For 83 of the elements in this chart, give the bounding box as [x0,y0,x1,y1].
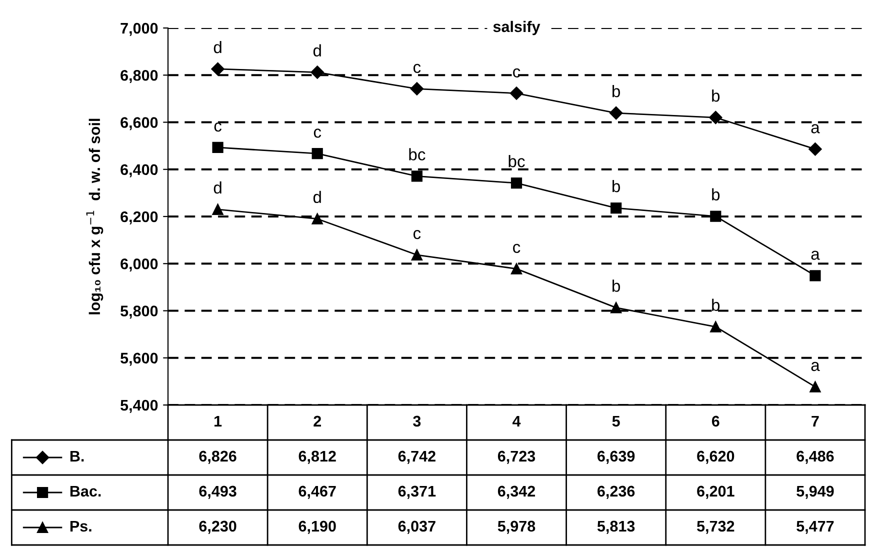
point [312,213,323,224]
annotation: bc [409,148,426,160]
point [610,202,622,214]
chart-title: salsify [493,20,540,36]
point [710,210,722,222]
y-tick-label: 6,800 [120,70,158,84]
data-label: 5,978 [498,520,536,534]
data-label: 6,493 [199,486,236,499]
annotation: a [811,250,820,260]
y-tick-label: 5,600 [120,352,158,366]
annotation: c [413,230,421,240]
y-tick-label: 6,600 [120,117,158,130]
data-label: 5,732 [697,520,734,534]
point [510,86,524,100]
annotation: c [513,244,520,254]
x-tick-label: 2 [314,416,321,426]
y-tick-label: 6,000 [120,258,158,272]
data-label: 6,826 [199,450,236,464]
annotation: a [811,362,820,372]
point [510,177,522,189]
point [211,62,224,76]
point [212,142,224,154]
data-label: 6,812 [298,450,336,464]
data-label: 6,342 [498,486,536,499]
annotation: b [712,90,720,102]
point [709,110,722,124]
annotation: a [811,124,820,134]
data-label: 6,639 [598,450,635,464]
data-label: 6,467 [298,486,336,499]
annotation: d [313,190,321,204]
legend-label: Bac. [70,486,101,497]
point [609,106,623,120]
point [212,204,224,215]
annotation: c [413,64,421,73]
y-tick-label: 6,200 [120,211,158,224]
data-label: 5,813 [597,520,635,534]
data-label: 6,371 [398,486,436,499]
x-tick-label: 1 [214,416,222,426]
data-label: 6,236 [598,486,635,499]
annotation: c [314,128,322,138]
x-tick-label: 7 [812,416,819,426]
point [810,381,821,392]
data-label: 6,037 [398,520,436,534]
data-label: 5,949 [796,486,834,499]
data-label: 6,742 [398,450,436,464]
data-label: 6,620 [697,450,734,464]
y-axis-title: log₁₀ cfu x g$^{−1}$ d. w. of soil [86,118,104,314]
data-label: 5,477 [796,520,834,534]
annotation: b [612,180,620,192]
y-tick-label: 5,800 [120,306,158,319]
point [411,249,422,260]
legend-label: Ps. [70,520,92,532]
data-label: 6,486 [796,450,834,464]
x-tick-label: 5 [612,416,620,427]
x-tick-label: 3 [413,416,421,427]
annotation: c [214,122,222,132]
annotation: d [313,44,321,57]
y-tick-label: 6,400 [120,164,158,178]
annotation: b [612,85,620,98]
x-tick-label: 6 [712,416,720,427]
point [310,66,324,79]
point [312,148,323,160]
y-tick-label: 7,000 [120,22,158,36]
legend-label: B. [70,450,84,462]
data-label: 6,201 [697,486,734,499]
annotation: d [214,181,222,194]
annotation: b [712,298,720,311]
annotation: d [214,40,222,54]
point [410,82,424,96]
y-tick-label: 5,400 [120,400,158,413]
point [510,263,522,274]
data-label: 6,723 [498,450,536,464]
annotation: b [612,280,620,292]
point [610,302,622,314]
point [808,142,822,156]
annotation: bc [508,155,525,168]
annotation: b [712,188,720,200]
point [710,321,722,332]
data-label: 6,230 [199,520,236,534]
point [411,170,422,182]
x-tick-label: 4 [512,416,521,426]
data-label: 6,190 [298,520,336,534]
point [810,270,821,282]
